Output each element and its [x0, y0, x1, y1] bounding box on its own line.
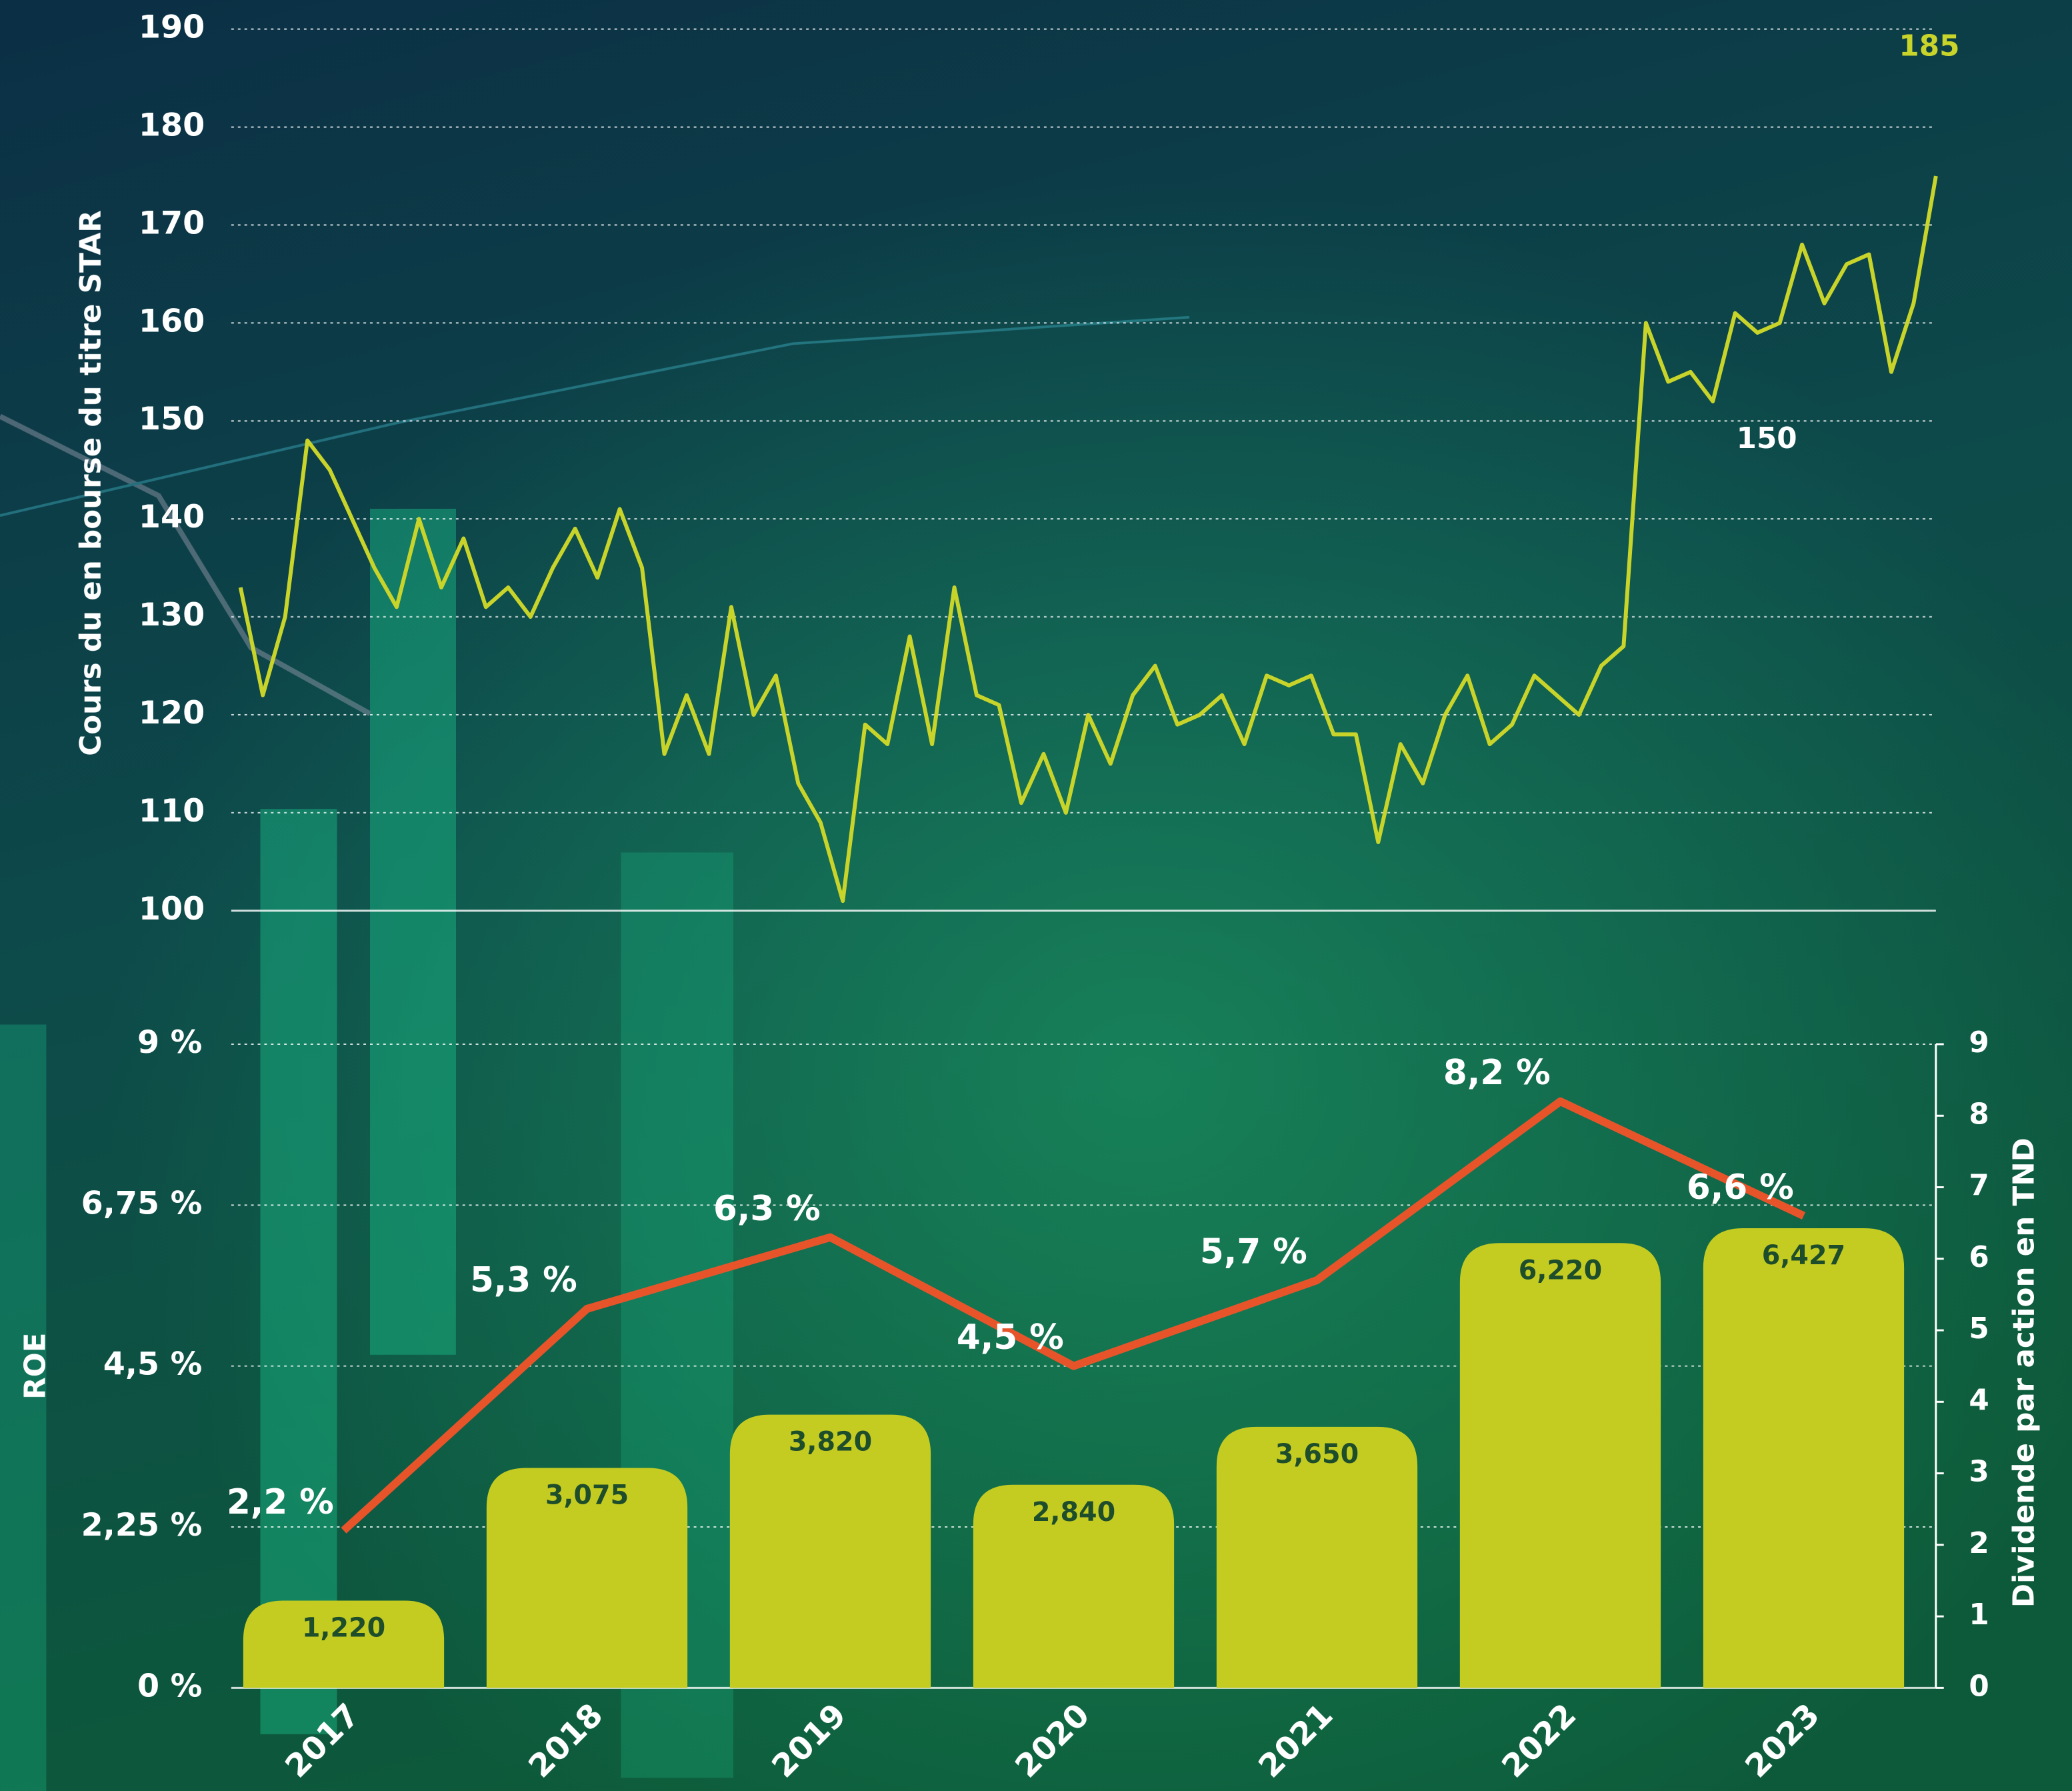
- bar-value-label: 1,220: [302, 1613, 385, 1644]
- line-value-label: 6,6 %: [1687, 1168, 1794, 1208]
- y-tick-label: 140: [139, 499, 205, 535]
- y-tick-label: 4,5 %: [103, 1346, 202, 1383]
- line-value-label: 5,7 %: [1200, 1232, 1307, 1272]
- y2-tick-label: 8: [1969, 1098, 1989, 1131]
- line-value-label: 6,3 %: [713, 1189, 821, 1229]
- bar-value-label: 2,840: [1032, 1497, 1115, 1528]
- y-tick-label: 180: [139, 107, 205, 144]
- annotation: 150: [1737, 422, 1797, 455]
- y-tick-label: 6,75 %: [81, 1185, 203, 1222]
- y-tick-label: 150: [139, 401, 205, 437]
- line-value-label: 4,5 %: [957, 1318, 1064, 1358]
- y-tick-label: 120: [139, 695, 205, 731]
- y-axis-title: ROE: [19, 1332, 53, 1399]
- y2-tick-label: 0: [1969, 1670, 1989, 1703]
- y-tick-label: 160: [139, 303, 205, 339]
- y-tick-label: 100: [139, 891, 205, 928]
- y2-axis-title: Dividende par action en TND: [2008, 1138, 2041, 1608]
- y-tick-label: 110: [139, 793, 205, 829]
- y2-tick-label: 7: [1969, 1170, 1989, 1203]
- bar: [1460, 1243, 1661, 1688]
- annotation: 185: [1899, 29, 1959, 63]
- y-tick-label: 190: [139, 9, 205, 46]
- chart: 100110120130140150160170180190Cours du e…: [0, 0, 2072, 1791]
- bar-value-label: 6,220: [1519, 1255, 1602, 1286]
- line-value-label: 5,3 %: [470, 1260, 577, 1300]
- y-tick-label: 130: [139, 597, 205, 633]
- y-tick-label: 2,25 %: [81, 1507, 203, 1544]
- bar-value-label: 3,820: [789, 1427, 872, 1458]
- y2-tick-label: 3: [1969, 1456, 1989, 1489]
- y-axis-title: Cours du en bourse du titre STAR: [75, 210, 108, 756]
- y-tick-label: 170: [139, 205, 205, 241]
- y-tick-label: 0 %: [137, 1668, 202, 1704]
- y2-tick-label: 6: [1969, 1241, 1989, 1274]
- bar: [1703, 1228, 1904, 1688]
- y2-tick-label: 9: [1969, 1026, 1989, 1060]
- bar-value-label: 6,427: [1762, 1240, 1845, 1271]
- y2-tick-label: 2: [1969, 1527, 1989, 1560]
- y-tick-label: 9 %: [137, 1024, 202, 1061]
- line-value-label: 8,2 %: [1443, 1053, 1551, 1093]
- y2-tick-label: 4: [1969, 1384, 1989, 1417]
- y2-tick-label: 5: [1969, 1312, 1989, 1346]
- y2-tick-label: 1: [1969, 1598, 1989, 1632]
- bar-value-label: 3,650: [1275, 1439, 1359, 1470]
- page: 100110120130140150160170180190Cours du e…: [0, 0, 2072, 1791]
- line-value-label: 2,2 %: [227, 1482, 334, 1522]
- bar-value-label: 3,075: [545, 1480, 629, 1511]
